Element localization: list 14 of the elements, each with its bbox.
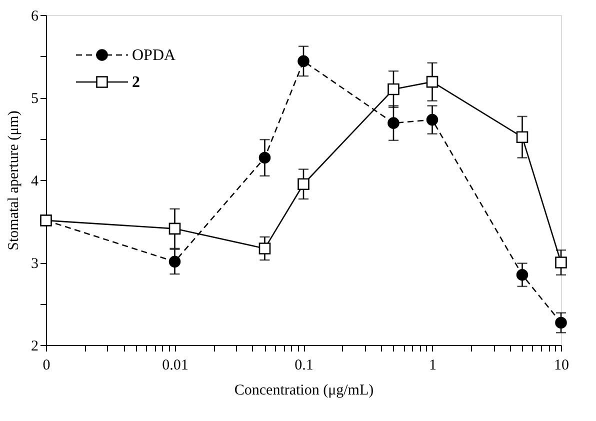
y-tick-label: 3 — [31, 256, 38, 272]
legend-label: OPDA — [132, 47, 176, 64]
y-axis-title: Stomatal aperture (μm) — [6, 110, 22, 250]
x-tick-label: 0.1 — [294, 358, 314, 374]
y-tick-label: 5 — [31, 91, 38, 107]
x-tick-label: 0 — [42, 358, 50, 374]
y-tick-label: 4 — [31, 174, 39, 190]
x-tick-label: 0.01 — [162, 358, 188, 374]
x-tick-label: 10 — [554, 358, 569, 374]
x-tick-label: 1 — [429, 358, 436, 374]
legend-label: 2 — [132, 74, 140, 91]
y-tick-label: 6 — [31, 8, 39, 24]
y-tick-label: 2 — [31, 338, 38, 354]
x-axis-title: Concentration (μg/mL) — [234, 382, 374, 398]
